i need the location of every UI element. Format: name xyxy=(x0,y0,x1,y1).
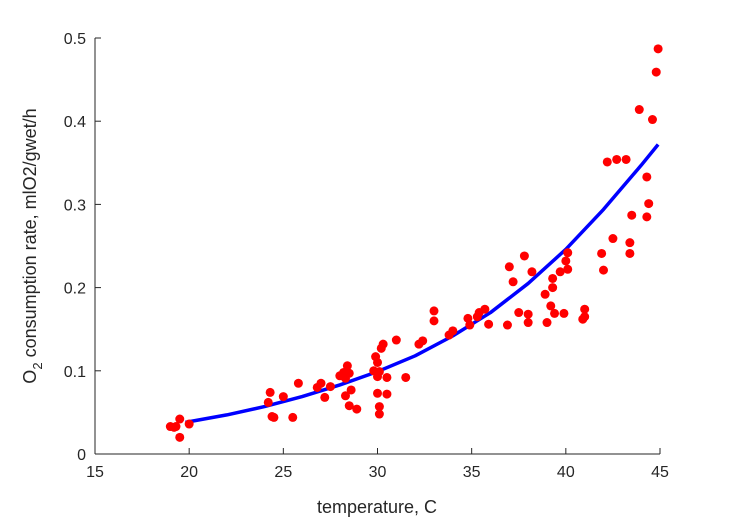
data-point xyxy=(651,67,661,77)
data-point xyxy=(504,262,514,272)
data-point xyxy=(502,320,512,330)
y-tick-label: 0 xyxy=(77,447,86,464)
data-point xyxy=(378,339,388,349)
data-point xyxy=(382,372,392,382)
data-point xyxy=(265,387,275,397)
data-point xyxy=(644,199,654,209)
x-tick-label: 30 xyxy=(369,464,387,481)
y-tick-label: 0.3 xyxy=(64,197,86,214)
data-point xyxy=(401,372,411,382)
data-point xyxy=(293,378,303,388)
data-point xyxy=(548,283,558,293)
data-point xyxy=(344,401,354,411)
x-tick-label: 40 xyxy=(557,464,575,481)
x-ticks: 15 20 25 30 35 40 45 xyxy=(86,448,669,481)
data-point xyxy=(508,277,518,287)
data-point xyxy=(278,392,288,402)
data-point xyxy=(288,412,298,422)
plot-area xyxy=(165,44,663,442)
data-point xyxy=(608,234,618,244)
data-point xyxy=(634,105,644,115)
data-point xyxy=(382,389,392,399)
data-point xyxy=(621,154,631,164)
fit-line xyxy=(185,143,660,425)
x-tick-label: 35 xyxy=(463,464,481,481)
data-point xyxy=(563,248,573,258)
data-point xyxy=(597,248,607,258)
data-point xyxy=(527,267,537,277)
data-point xyxy=(465,320,475,330)
data-point xyxy=(429,306,439,316)
data-point xyxy=(546,301,556,311)
data-point xyxy=(653,44,663,54)
x-tick-label: 20 xyxy=(180,464,198,481)
data-point xyxy=(550,308,560,318)
x-tick-label: 45 xyxy=(651,464,669,481)
data-point xyxy=(418,336,428,346)
y-axis-label-prefix: O xyxy=(20,370,40,384)
data-point xyxy=(523,318,533,328)
data-point xyxy=(627,210,637,220)
data-point xyxy=(647,115,657,125)
data-point xyxy=(374,409,384,419)
data-point xyxy=(484,319,494,329)
data-point xyxy=(542,318,552,328)
data-point xyxy=(391,335,401,345)
data-point xyxy=(316,378,326,388)
data-point xyxy=(519,251,529,261)
data-point xyxy=(580,312,590,322)
y-axis-label: O2 consumption rate, mlO2/gwet/h xyxy=(20,108,45,383)
data-point xyxy=(429,316,439,326)
data-point xyxy=(540,289,550,299)
data-point xyxy=(263,397,273,407)
x-tick-label: 15 xyxy=(86,464,104,481)
data-point xyxy=(561,256,571,266)
data-point xyxy=(374,402,384,412)
y-tick-label: 0.1 xyxy=(64,364,86,381)
data-point xyxy=(448,326,458,336)
data-point xyxy=(320,392,330,402)
data-point xyxy=(373,357,382,367)
x-tick-label: 25 xyxy=(274,464,292,481)
y-axis-label-subscript: 2 xyxy=(30,362,45,369)
data-point xyxy=(548,273,558,283)
data-point xyxy=(269,412,279,422)
data-point xyxy=(563,264,573,274)
data-point xyxy=(325,382,335,392)
y-ticks: 0 0.1 0.2 0.3 0.4 0.5 xyxy=(64,31,101,464)
data-point xyxy=(559,308,569,318)
data-point xyxy=(599,265,608,275)
data-point xyxy=(602,157,612,167)
data-point xyxy=(373,388,382,398)
data-point xyxy=(480,304,490,314)
data-point xyxy=(625,238,635,248)
y-tick-label: 0.2 xyxy=(64,281,86,298)
data-point xyxy=(344,368,354,378)
data-point xyxy=(642,172,652,182)
data-point xyxy=(352,404,362,414)
data-point xyxy=(612,154,622,164)
data-point xyxy=(514,308,524,318)
data-point xyxy=(374,367,384,377)
y-axis-label-rest: consumption rate, mlO2/gwet/h xyxy=(20,108,40,362)
data-point xyxy=(175,414,185,424)
data-point xyxy=(340,391,350,401)
data-point xyxy=(346,385,356,395)
data-point xyxy=(642,212,652,222)
data-point xyxy=(171,422,181,432)
data-point xyxy=(625,248,635,258)
data-point xyxy=(184,419,194,429)
data-point xyxy=(580,304,590,314)
x-axis-label: temperature, C xyxy=(317,497,437,517)
data-point xyxy=(175,432,185,442)
data-point xyxy=(523,309,533,319)
data-point xyxy=(342,361,352,371)
y-tick-label: 0.4 xyxy=(64,114,86,131)
data-point xyxy=(555,267,565,277)
y-tick-label: 0.5 xyxy=(64,31,86,48)
